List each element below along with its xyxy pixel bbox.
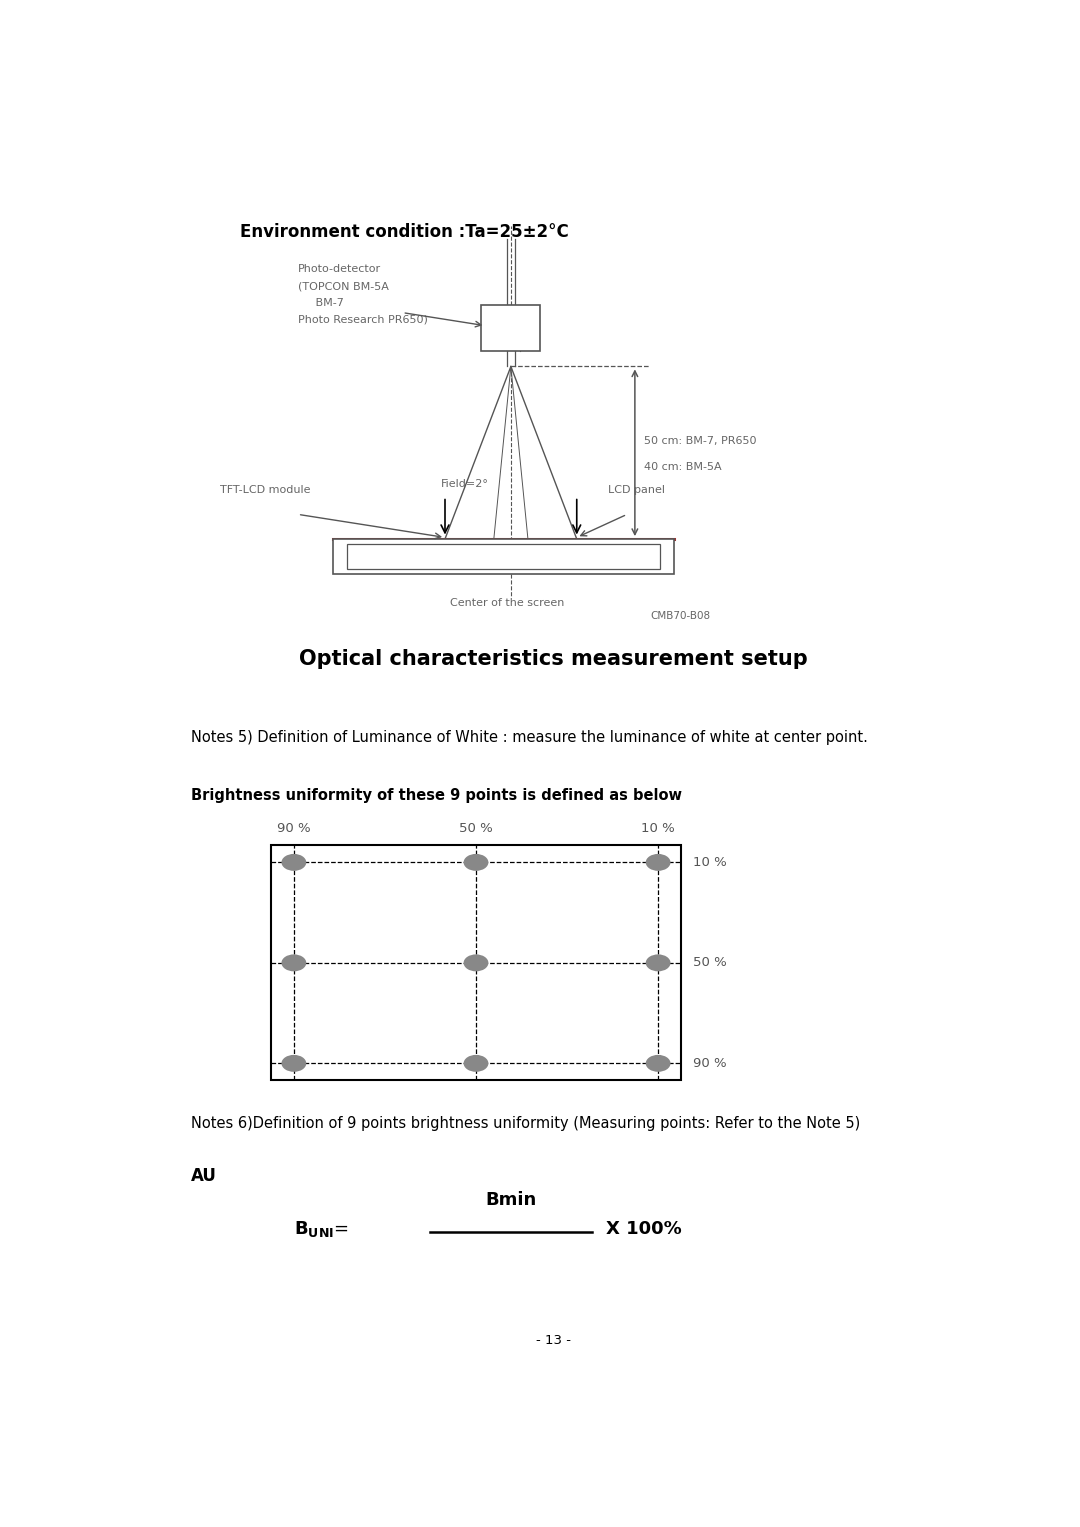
Ellipse shape	[463, 954, 488, 971]
Text: Optical characteristics measurement setup: Optical characteristics measurement setu…	[299, 649, 808, 669]
Text: 10 %: 10 %	[693, 855, 727, 869]
Text: Photo-detector: Photo-detector	[298, 264, 381, 273]
Text: 40 cm: BM-5A: 40 cm: BM-5A	[644, 461, 721, 472]
Text: Notes 6)Definition of 9 points brightness uniformity (Measuring points: Refer to: Notes 6)Definition of 9 points brightnes…	[191, 1116, 860, 1132]
Text: 50 cm: BM-7, PR650: 50 cm: BM-7, PR650	[644, 437, 757, 446]
Text: 90 %: 90 %	[278, 823, 311, 835]
Text: BM-7: BM-7	[298, 298, 343, 308]
Bar	[271, 846, 681, 1080]
Text: Center of the screen: Center of the screen	[449, 597, 564, 608]
Text: Environment condition :Ta=25±2°C: Environment condition :Ta=25±2°C	[240, 223, 568, 241]
Text: X 100%: X 100%	[606, 1220, 681, 1238]
Bar	[347, 544, 660, 570]
Bar	[482, 305, 540, 351]
Bar	[333, 539, 674, 574]
Text: Field=2°: Field=2°	[442, 478, 489, 489]
Text: AU: AU	[191, 1167, 217, 1185]
Text: TFT-LCD module: TFT-LCD module	[220, 486, 311, 495]
Ellipse shape	[646, 954, 671, 971]
Ellipse shape	[646, 1055, 671, 1072]
Ellipse shape	[646, 854, 671, 870]
Text: LCD panel: LCD panel	[608, 486, 665, 495]
Text: Brightness uniformity of these 9 points is defined as below: Brightness uniformity of these 9 points …	[191, 788, 681, 803]
Text: Bmin: Bmin	[485, 1191, 537, 1209]
Text: 90 %: 90 %	[693, 1057, 727, 1070]
Text: Notes 5) Definition of Luminance of White : measure the luminance of white at ce: Notes 5) Definition of Luminance of Whit…	[191, 730, 867, 745]
Text: 50 %: 50 %	[693, 956, 727, 970]
Text: - 13 -: - 13 -	[536, 1335, 571, 1347]
Text: $\mathbf{B}_{\mathbf{UNI}}$=: $\mathbf{B}_{\mathbf{UNI}}$=	[294, 1219, 349, 1238]
Ellipse shape	[282, 854, 307, 870]
Text: Photo Research PR650): Photo Research PR650)	[298, 315, 428, 325]
Text: CMB70-B08: CMB70-B08	[650, 611, 711, 620]
Ellipse shape	[282, 1055, 307, 1072]
Text: 10 %: 10 %	[642, 823, 675, 835]
Text: 50 %: 50 %	[459, 823, 492, 835]
Ellipse shape	[282, 954, 307, 971]
Ellipse shape	[463, 854, 488, 870]
Text: (TOPCON BM-5A: (TOPCON BM-5A	[298, 281, 389, 292]
Ellipse shape	[463, 1055, 488, 1072]
